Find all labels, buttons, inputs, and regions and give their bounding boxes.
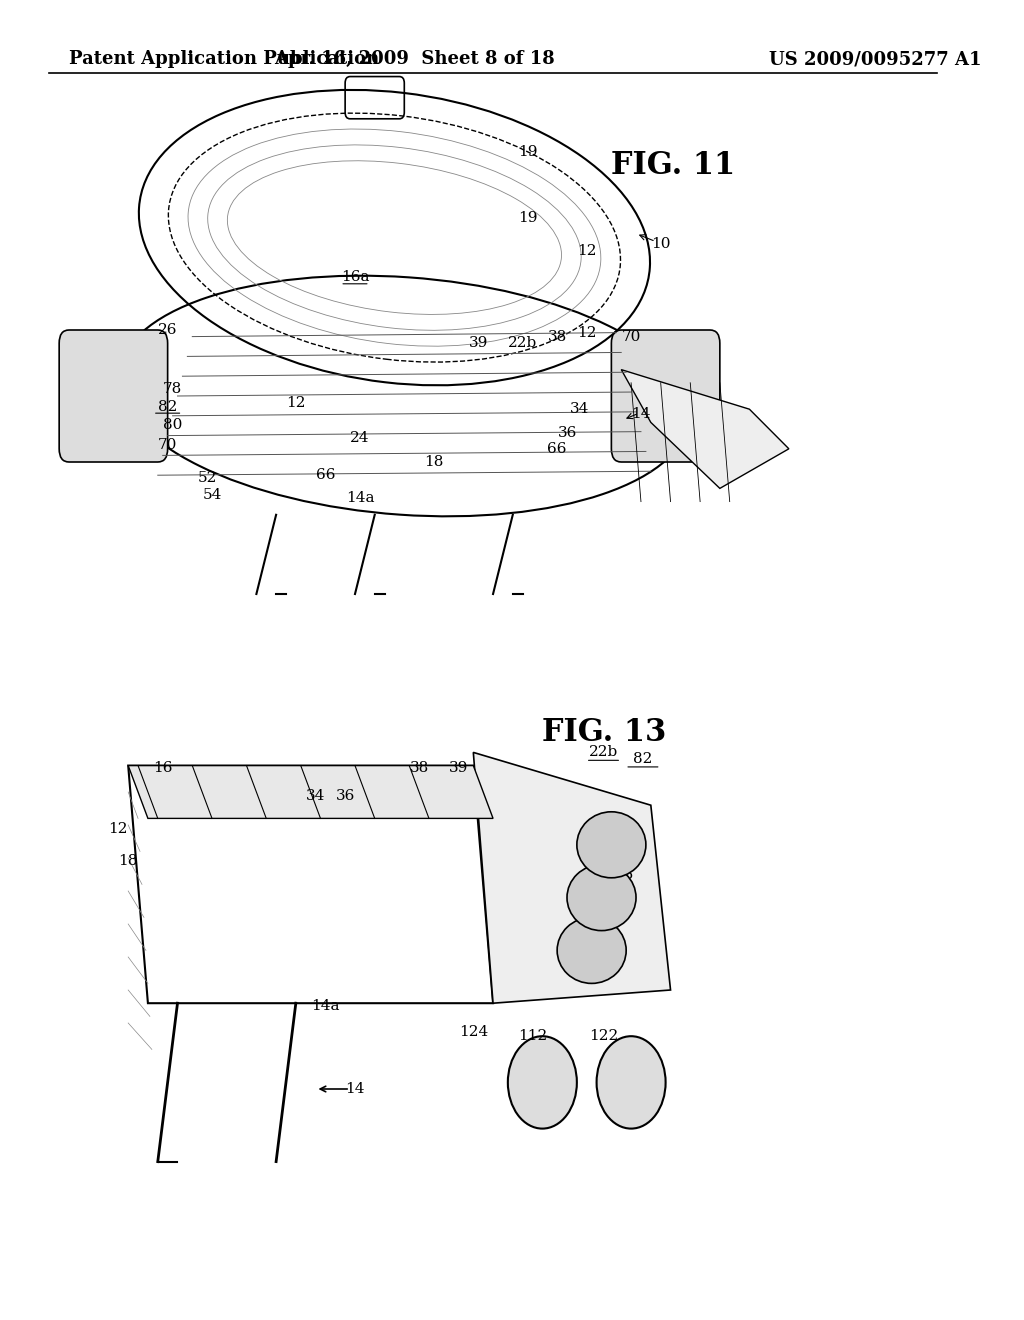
Text: 54: 54 bbox=[203, 488, 222, 502]
Text: Apr. 16, 2009  Sheet 8 of 18: Apr. 16, 2009 Sheet 8 of 18 bbox=[273, 50, 555, 69]
Text: 14: 14 bbox=[345, 1082, 365, 1096]
Text: 124: 124 bbox=[459, 1026, 488, 1039]
Ellipse shape bbox=[508, 1036, 577, 1129]
Text: 39: 39 bbox=[469, 337, 488, 350]
Text: 66: 66 bbox=[315, 469, 335, 482]
Text: 14: 14 bbox=[631, 408, 650, 421]
Text: 126: 126 bbox=[604, 869, 633, 882]
Text: 18: 18 bbox=[119, 854, 138, 867]
Text: 52: 52 bbox=[198, 471, 217, 484]
Text: 14b: 14b bbox=[597, 818, 626, 832]
Text: 34: 34 bbox=[306, 789, 326, 803]
Text: 18: 18 bbox=[424, 455, 443, 469]
Polygon shape bbox=[622, 370, 788, 488]
Text: 12: 12 bbox=[109, 822, 128, 836]
FancyBboxPatch shape bbox=[59, 330, 168, 462]
Ellipse shape bbox=[577, 812, 646, 878]
Text: 16: 16 bbox=[153, 762, 172, 775]
Ellipse shape bbox=[119, 276, 690, 516]
Text: 70: 70 bbox=[622, 330, 641, 343]
Text: 26: 26 bbox=[158, 323, 177, 337]
Text: 12: 12 bbox=[286, 396, 305, 409]
Ellipse shape bbox=[557, 917, 626, 983]
Text: 34: 34 bbox=[570, 403, 590, 416]
Text: 10: 10 bbox=[651, 238, 671, 251]
Text: 12: 12 bbox=[577, 244, 596, 257]
Ellipse shape bbox=[567, 865, 636, 931]
Text: US 2009/0095277 A1: US 2009/0095277 A1 bbox=[769, 50, 982, 69]
Text: 82: 82 bbox=[158, 400, 177, 413]
Text: 66: 66 bbox=[548, 442, 567, 455]
Text: 112: 112 bbox=[518, 1030, 547, 1043]
Text: FIG. 11: FIG. 11 bbox=[611, 149, 735, 181]
Polygon shape bbox=[128, 766, 493, 1003]
Text: 78: 78 bbox=[163, 383, 182, 396]
Text: 16a: 16a bbox=[341, 271, 370, 284]
Text: 24: 24 bbox=[350, 432, 370, 445]
Text: 36: 36 bbox=[558, 426, 578, 440]
Text: 82: 82 bbox=[633, 752, 652, 766]
FancyBboxPatch shape bbox=[611, 330, 720, 462]
Polygon shape bbox=[128, 766, 493, 818]
Text: 80: 80 bbox=[604, 851, 623, 865]
Text: 22b: 22b bbox=[589, 746, 618, 759]
Text: 80: 80 bbox=[163, 418, 182, 432]
Text: 36: 36 bbox=[336, 789, 355, 803]
Text: 22b: 22b bbox=[508, 337, 538, 350]
Text: 62: 62 bbox=[602, 836, 622, 849]
Text: 19: 19 bbox=[518, 145, 538, 158]
Text: 19: 19 bbox=[518, 211, 538, 224]
Text: 12: 12 bbox=[577, 326, 596, 339]
Text: 14a: 14a bbox=[311, 999, 340, 1012]
Text: Patent Application Publication: Patent Application Publication bbox=[69, 50, 379, 69]
Polygon shape bbox=[473, 752, 671, 1003]
Text: 14a: 14a bbox=[346, 491, 374, 504]
Text: 70: 70 bbox=[158, 438, 177, 451]
Text: 38: 38 bbox=[410, 762, 429, 775]
Ellipse shape bbox=[597, 1036, 666, 1129]
Text: 39: 39 bbox=[449, 762, 468, 775]
Text: FIG. 13: FIG. 13 bbox=[543, 717, 667, 748]
Text: 122: 122 bbox=[589, 1030, 618, 1043]
Text: 38: 38 bbox=[548, 330, 566, 343]
